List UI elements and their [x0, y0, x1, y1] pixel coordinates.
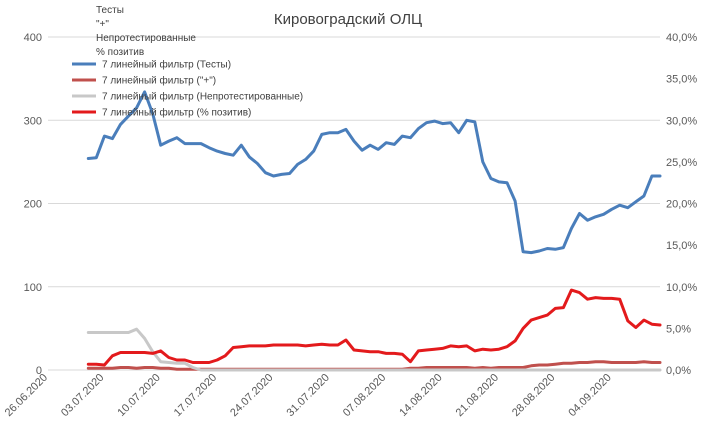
legend-label: 7 линейный фильтр (Непротестированные) [102, 91, 303, 103]
x-tick-label: 03.07.2020 [59, 372, 106, 419]
legend-label: 7 линейный фильтр (% позитив) [102, 107, 251, 119]
x-tick-label: 28.08.2020 [510, 372, 557, 419]
series-line [86, 90, 662, 255]
legend-header-plus: "+" [96, 19, 109, 30]
x-tick-label: 24.07.2020 [228, 372, 275, 419]
x-tick-label: 10.07.2020 [115, 372, 162, 419]
x-tick-label: 14.08.2020 [397, 372, 444, 419]
y-right-tick-label: 35,0% [666, 74, 697, 86]
y-right-tick-label: 5,0% [666, 323, 691, 335]
series-line [86, 327, 662, 372]
legend-items: 7 линейный фильтр (Тесты) 7 линейный филь… [72, 59, 303, 119]
y-right-tick-label: 20,0% [666, 199, 697, 211]
y-left-tick-label: 300 [24, 115, 42, 127]
legend-label: 7 линейный фильтр (Тесты) [102, 59, 231, 71]
legend-header-positive: % позитив [96, 47, 144, 58]
x-tick-label: 31.07.2020 [285, 372, 332, 419]
gridlines [48, 36, 660, 371]
legend-header-tests: Тесты [96, 5, 124, 16]
y-right-tick-label: 10,0% [666, 282, 697, 294]
y-left-tick-label: 200 [24, 199, 42, 211]
series-line [86, 288, 662, 367]
x-tick-label: 21.08.2020 [454, 372, 501, 419]
legend: Тесты "+" Непротестированные % позитив 7… [72, 5, 303, 119]
legend-label: 7 линейный фильтр ("+") [102, 75, 216, 87]
legend-header-untested: Непротестированные [96, 33, 196, 44]
y-right-tick-label: 40,0% [666, 32, 697, 44]
x-tick-label: 26.06.2020 [3, 372, 50, 419]
y-left-tick-label: 100 [24, 282, 42, 294]
series-layer [86, 90, 662, 372]
y-left-tick-label: 0 [36, 365, 42, 377]
x-tick-label: 04.09.2020 [566, 372, 613, 419]
y-right-tick-label: 30,0% [666, 115, 697, 127]
x-tick-label: 17.07.2020 [172, 372, 219, 419]
y-left-tick-label: 400 [24, 32, 42, 44]
x-tick-label: 07.08.2020 [341, 372, 388, 419]
y-right-tick-label: 15,0% [666, 240, 697, 252]
y-right-tick-label: 25,0% [666, 157, 697, 169]
chart-title: Кировоградский ОЛЦ [274, 11, 422, 28]
y-right-tick-label: 0,0% [666, 365, 691, 377]
